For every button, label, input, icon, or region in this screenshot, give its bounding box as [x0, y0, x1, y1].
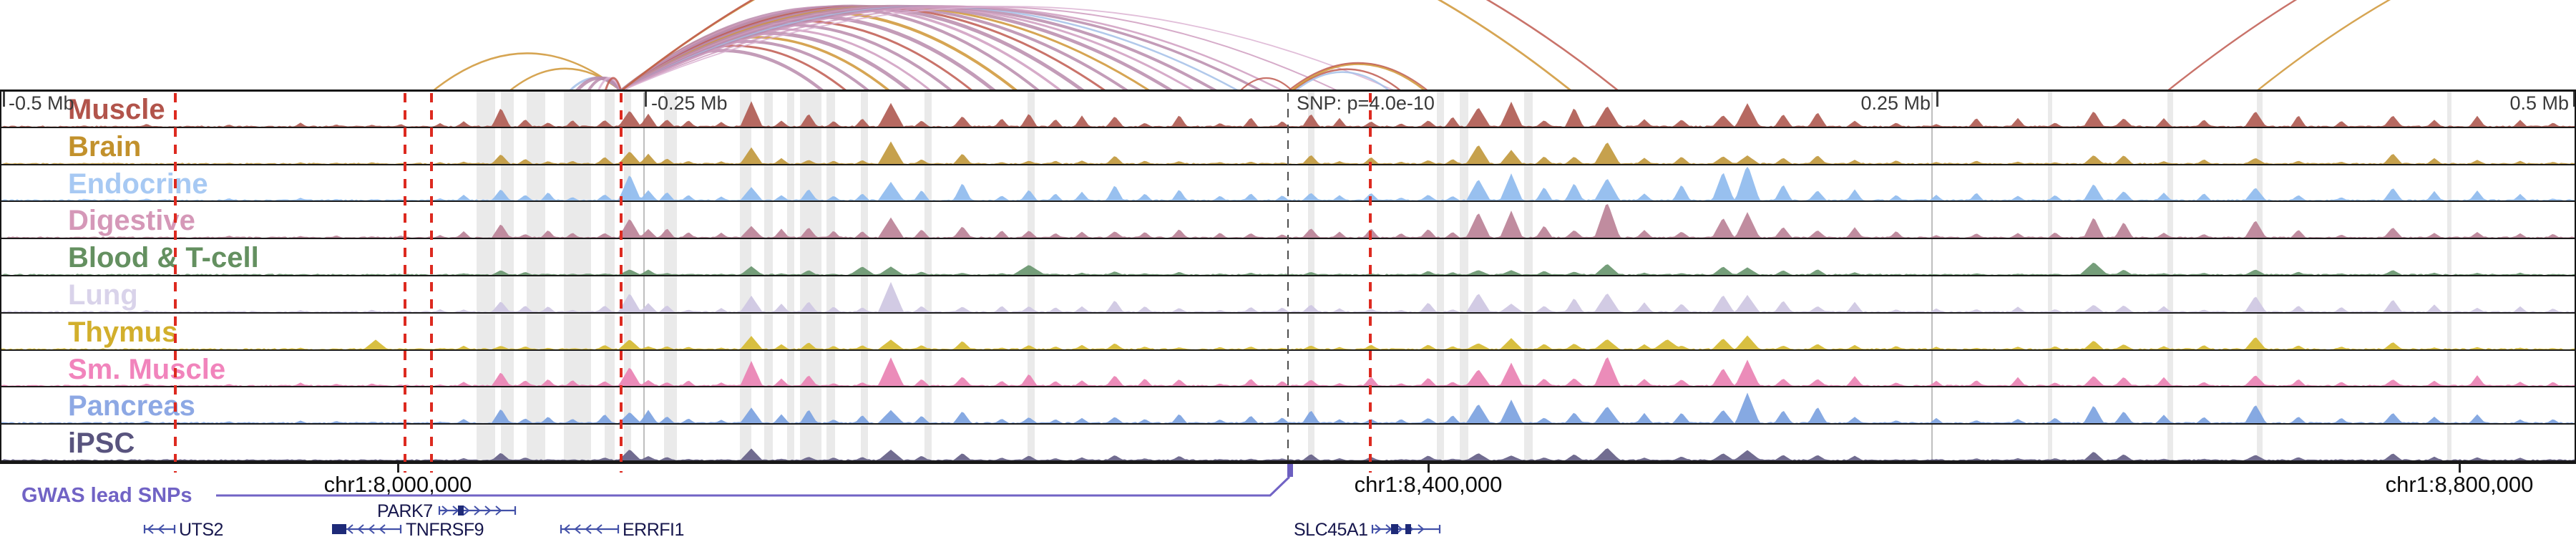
interaction-arc: [1239, 77, 1293, 91]
scale-label: -0.5 Mb: [9, 92, 74, 114]
gwas-lead-snps-track: [216, 463, 1293, 497]
track-area-left-border: [0, 90, 1, 464]
interaction-arc: [2167, 0, 2298, 91]
interaction-arc: [1290, 63, 1426, 91]
scale-tick: [3, 91, 5, 107]
coordinate-tick: [1428, 462, 1430, 473]
track-label[interactable]: iPSC: [68, 427, 135, 460]
scale-label: -0.25 Mb: [651, 92, 728, 114]
track-row-ipsc[interactable]: iPSC: [0, 425, 2576, 462]
lead-snp-dashed-line: [174, 93, 177, 473]
track-label[interactable]: Sm. Muscle: [68, 353, 226, 385]
interaction-arc: [620, 6, 1396, 91]
scale-label: 0.25 Mb: [1860, 92, 1931, 114]
scale-tick: [645, 91, 647, 107]
gwas-lead-snps-label[interactable]: GWAS lead SNPs: [21, 484, 192, 507]
signal-track-area: Muscle Brain Endocrine Digestive Blood & T-c…: [0, 91, 2576, 473]
gene-glyph-uts2[interactable]: [143, 523, 176, 536]
lead-snp-dashed-line: [430, 93, 433, 473]
track-label[interactable]: Endocrine: [68, 168, 208, 200]
lead-snp-dashed-line: [1369, 93, 1372, 473]
scale-tick: [1936, 91, 1938, 107]
gene-label-errfi1[interactable]: ERRFI1: [623, 520, 684, 537]
scale-gridline: [643, 92, 645, 460]
coordinate-label: chr1:8,400,000: [1354, 472, 1503, 497]
interaction-arc: [1294, 71, 1390, 91]
lead-snp-dashed-line: [404, 93, 406, 473]
interaction-arc: [604, 77, 623, 91]
gene-glyph-park7[interactable]: [438, 504, 517, 517]
gene-label-uts2[interactable]: UTS2: [179, 520, 223, 537]
interaction-arc: [620, 0, 1572, 91]
gene-label-slc45a1[interactable]: SLC45A1: [1294, 520, 1368, 537]
interaction-arc: [2256, 0, 2391, 91]
lead-snp-dashed-line: [620, 93, 623, 473]
interaction-arc-track[interactable]: [0, 0, 2576, 91]
track-area-bottom-border: [0, 462, 2576, 464]
gene-glyph-errfi1[interactable]: [560, 523, 620, 536]
coordinate-label: chr1:8,800,000: [2385, 472, 2534, 497]
track-label[interactable]: Thymus: [68, 316, 178, 348]
signal-area: [0, 101, 2576, 127]
track-label[interactable]: Brain: [68, 130, 142, 163]
track-label[interactable]: Blood & T-cell: [68, 242, 259, 274]
track-area-top-border: [0, 90, 2576, 92]
interaction-arc: [1292, 68, 1402, 91]
coordinate-tick: [397, 462, 399, 473]
coordinate-label: chr1:8,000,000: [323, 472, 472, 497]
gene-glyph-slc45a1[interactable]: [1371, 523, 1441, 536]
track-label[interactable]: Digestive: [68, 205, 195, 237]
snp-center-dashed-line: [1287, 93, 1289, 460]
track-area-right-border: [2575, 90, 2576, 464]
scale-label: 0.5 Mb: [2509, 92, 2569, 114]
scale-tick: [2573, 91, 2575, 107]
gene-label-park7[interactable]: PARK7: [377, 501, 433, 521]
gene-glyph-tnfrsf9[interactable]: [332, 523, 402, 536]
coordinate-tick: [2459, 462, 2461, 473]
interaction-arc: [432, 52, 622, 91]
signal-plot: [0, 101, 2576, 127]
scale-gridline: [1931, 92, 1933, 460]
interaction-arc: [1287, 62, 1429, 91]
gwas-lead-snp-marker[interactable]: [1287, 463, 1293, 477]
snp-pvalue-annotation: SNP: p=4.0e-10: [1297, 92, 1435, 114]
track-label[interactable]: Pancreas: [68, 390, 195, 422]
track-label[interactable]: Lung: [68, 279, 138, 311]
gene-label-tnfrsf9[interactable]: TNFRSF9: [406, 520, 484, 537]
gwas-callout-line: [216, 475, 1291, 497]
track-label[interactable]: Muscle: [68, 94, 165, 125]
